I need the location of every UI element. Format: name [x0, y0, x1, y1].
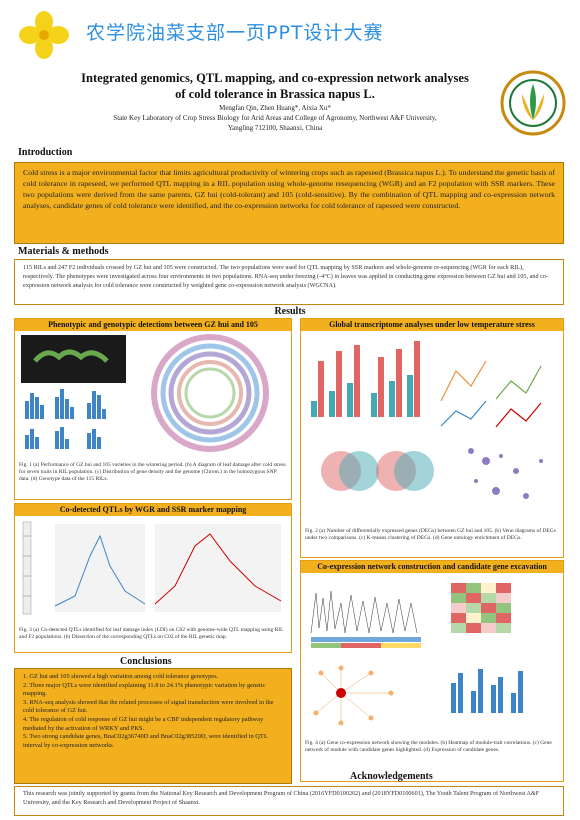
coexpression-figure: [310, 583, 523, 726]
panel-coexpression-caption: Fig. 4 (a) Gene co-expression network sh…: [305, 740, 552, 753]
panel-qtl-caption: Fig. 3 (a) Co-detected QTLs identified f…: [19, 627, 284, 640]
transcriptome-figure: [311, 341, 543, 499]
conclusion-item: 5. Two strong candidate genes, BnaC02g36…: [23, 733, 268, 749]
qtl-figure: [22, 521, 282, 615]
panel-phenotype-title: Phenotypic and genotypic detections betw…: [15, 319, 291, 331]
banner-title: 农学院油菜支部一页PPT设计大赛: [86, 22, 384, 44]
title-line-1: Integrated genomics, QTL mapping, and co…: [81, 71, 469, 85]
panel-coexpression-title: Co-expression network construction and c…: [301, 561, 563, 573]
conclusion-item: 3. RNA-seq analysis showed that the rela…: [23, 698, 274, 715]
poster-title: Integrated genomics, QTL mapping, and co…: [40, 70, 510, 102]
authors: Mengfan Qin, Zhen Huang*, Aixia Xu*: [219, 104, 331, 112]
conclusions-box: 1. GZ hui and 105 showed a high variatio…: [14, 668, 292, 784]
affiliation-1: State Key Laboratory of Crop Stress Biol…: [113, 114, 437, 122]
conclusion-item: 1. GZ hui and 105 showed a high variatio…: [23, 673, 219, 680]
panel-phenotype-caption: Fig. 1 (a) Performance of GZ hui and 105…: [19, 462, 286, 482]
materials-box: 115 RILs and 247 F2 individuals crossed …: [14, 259, 564, 305]
conclusion-item: 2. Three major QTLs were identified expl…: [23, 681, 266, 698]
introduction-heading: Introduction: [18, 147, 73, 158]
university-seal-icon: [500, 70, 566, 136]
flower-logo-icon: [19, 11, 69, 59]
panel-transcriptome-caption: Fig. 2 (a) Number of differentially expr…: [305, 528, 556, 541]
panel-qtl-title: Co-detected QTLs by WGR and SSR marker m…: [15, 504, 291, 516]
acknowledgements-heading: Acknowledgements: [350, 771, 433, 782]
title-line-2: of cold tolerance in Brassica napus L.: [175, 87, 375, 101]
results-heading: Results: [274, 306, 306, 317]
introduction-box: Cold stress is a major environmental fac…: [14, 162, 564, 244]
affiliation-2: Yangling 712100, Shaanxi, China: [227, 124, 323, 132]
phenotype-figure: [21, 334, 269, 452]
acknowledgements-box: This research was jointly supported by g…: [14, 786, 564, 816]
panel-transcriptome: Global transcriptome analyses under low …: [300, 318, 564, 558]
panel-coexpression: Co-expression network construction and c…: [300, 560, 564, 782]
top-banner: 农学院油菜支部一页PPT设计大赛: [0, 0, 580, 66]
authors-block: Mengfan Qin, Zhen Huang*, Aixia Xu* Stat…: [60, 103, 490, 133]
panel-qtl: Co-detected QTLs by WGR and SSR marker m…: [14, 503, 292, 653]
panel-phenotype: Phenotypic and genotypic detections betw…: [14, 318, 292, 500]
materials-heading: Materials & methods: [18, 246, 109, 257]
conclusion-item: 4. The regulation of cold response of GZ…: [23, 715, 264, 732]
conclusions-heading: Conclusions: [120, 656, 172, 667]
panel-transcriptome-title: Global transcriptome analyses under low …: [301, 319, 563, 331]
